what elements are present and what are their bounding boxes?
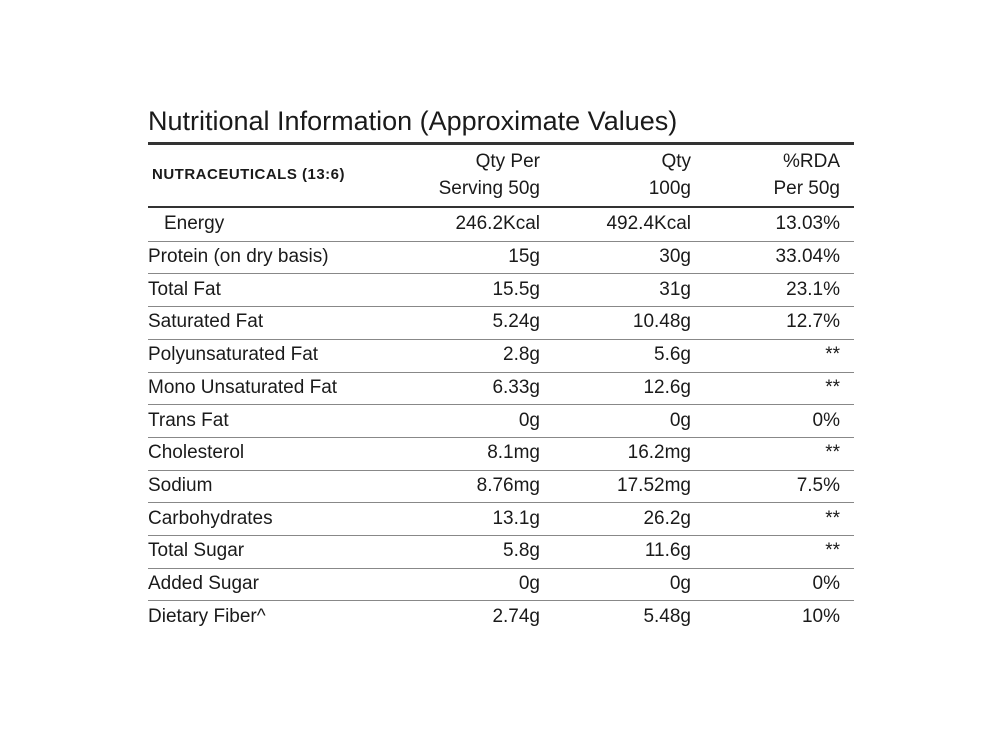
- header-cell: Qty: [661, 151, 691, 172]
- table-cell: **: [825, 540, 840, 562]
- header-cell: Qty Per: [475, 151, 540, 172]
- table-cell: **: [825, 507, 840, 529]
- row-rule: [148, 600, 854, 602]
- table-cell: Saturated Fat: [148, 311, 264, 333]
- table-cell: 5.24g: [492, 311, 540, 333]
- table-cell: 23.1%: [786, 278, 840, 300]
- row-rule: [148, 404, 854, 406]
- table-cell: 5.48g: [643, 605, 691, 627]
- row-rule: [148, 306, 854, 308]
- header-cell: NUTRACEUTICALS (13:6): [152, 166, 346, 183]
- row-rule: [148, 469, 854, 471]
- table-cell: Carbohydrates: [148, 507, 273, 529]
- header-cell: 100g: [648, 178, 691, 199]
- table-cell: Protein (on dry basis): [148, 246, 329, 268]
- row-rule: [148, 567, 854, 569]
- header-cell: Per 50g: [773, 178, 840, 199]
- table-cell: 11.6g: [644, 540, 691, 562]
- table-cell: Energy: [164, 213, 225, 235]
- table-cell: Polyunsaturated Fat: [148, 344, 319, 366]
- table-cell: Total Sugar: [148, 540, 245, 562]
- table-cell: 30g: [659, 246, 691, 268]
- table-cell: 2.8g: [503, 344, 540, 366]
- table-cell: 13.1g: [492, 507, 540, 529]
- table-cell: 31g: [659, 278, 691, 300]
- table-cell: Cholesterol: [148, 442, 245, 464]
- row-rule: [148, 502, 854, 504]
- row-rule: [148, 436, 854, 438]
- table-cell: 13.03%: [775, 213, 840, 235]
- table-cell: Added Sugar: [148, 573, 259, 595]
- table-cell: Dietary Fiber^: [148, 605, 266, 627]
- table-cell: 10.48g: [632, 311, 691, 333]
- table-cell: Total Fat: [148, 278, 221, 300]
- table-cell: **: [825, 442, 840, 464]
- table-cell: 6.33g: [492, 376, 540, 398]
- header-cell: Serving 50g: [438, 178, 540, 199]
- table-cell: 16.2mg: [627, 442, 691, 464]
- table-cell: 0g: [518, 409, 540, 431]
- header-rule: [148, 206, 854, 208]
- table-cell: 2.74g: [492, 605, 540, 627]
- table-title: Nutritional Information (Approximate Val…: [148, 106, 678, 136]
- table-cell: 8.76mg: [476, 474, 540, 496]
- table-cell: 5.8g: [503, 540, 540, 562]
- table-cell: 0%: [812, 573, 840, 595]
- table-cell: 0g: [669, 409, 691, 431]
- table-cell: 10%: [801, 605, 840, 627]
- table-cell: Mono Unsaturated Fat: [148, 376, 338, 398]
- table-cell: **: [825, 344, 840, 366]
- table-cell: 7.5%: [796, 474, 840, 496]
- table-cell: 17.52mg: [617, 474, 691, 496]
- table-cell: 12.6g: [643, 376, 691, 398]
- table-cell: 15g: [508, 246, 540, 268]
- table-cell: 0%: [812, 409, 840, 431]
- table-cell: 0g: [518, 573, 540, 595]
- table-cell: 5.6g: [654, 344, 691, 366]
- table-cell: 26.2g: [643, 507, 691, 529]
- table-cell: 15.5g: [492, 278, 540, 300]
- row-rule: [148, 338, 854, 340]
- top-rule: [148, 142, 854, 145]
- row-rule: [148, 240, 854, 242]
- row-rule: [148, 273, 854, 275]
- row-rule: [148, 371, 854, 373]
- table-cell: 0g: [669, 573, 691, 595]
- table-cell: Trans Fat: [148, 409, 229, 431]
- header-cell: %RDA: [782, 151, 840, 172]
- table-cell: 246.2Kcal: [455, 213, 540, 235]
- table-cell: 8.1mg: [487, 442, 540, 464]
- table-cell: 12.7%: [786, 311, 840, 333]
- table-cell: 492.4Kcal: [606, 213, 691, 235]
- row-rule: [148, 535, 854, 536]
- table-cell: **: [825, 376, 840, 398]
- table-cell: Sodium: [148, 474, 213, 496]
- table-cell: 33.04%: [775, 246, 840, 268]
